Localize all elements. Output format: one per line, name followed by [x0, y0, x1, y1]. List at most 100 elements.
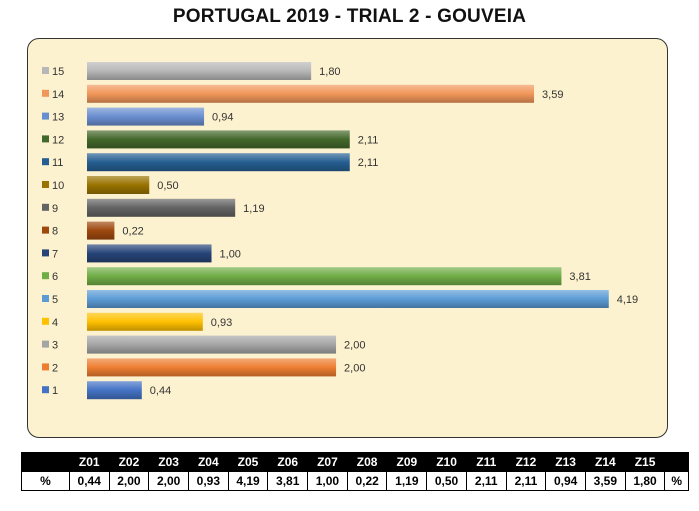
value-cell: 3,59 [585, 471, 626, 491]
bar-12 [87, 130, 350, 149]
value-cell: 4,19 [227, 471, 269, 491]
category-label-11: 11 [52, 157, 63, 169]
category-label-4: 4 [52, 317, 58, 329]
legend-swatch-11 [42, 158, 49, 166]
category-label-8: 8 [52, 226, 58, 238]
bar-14 [87, 84, 535, 103]
bar-4 [87, 312, 203, 331]
category-label-15: 15 [52, 66, 64, 78]
chart-panel: 1 0,44 2 2,00 3 2,00 4 0,93 5 4,19 6 3,81 7 1,00 8 0,22… [27, 38, 668, 438]
bar-13 [87, 107, 205, 126]
category-label-2: 2 [52, 362, 58, 374]
col-header-z09: Z09 [386, 452, 428, 472]
col-header-z06: Z06 [267, 452, 309, 472]
bar-2 [87, 358, 337, 377]
bar-chart: 1 0,44 2 2,00 3 2,00 4 0,93 5 4,19 6 3,81 7 1,00 8 0,22… [42, 62, 638, 400]
col-header-z07: Z07 [307, 452, 348, 472]
col-header-z01: Z01 [68, 452, 110, 472]
value-cell: 2,11 [505, 471, 547, 491]
bar-11 [87, 153, 350, 172]
bar-6 [87, 267, 562, 286]
legend-swatch-12 [42, 135, 49, 143]
category-label-1: 1 [52, 385, 58, 397]
category-label-12: 12 [52, 134, 64, 146]
col-header-z08: Z08 [346, 452, 388, 472]
bar-10 [87, 176, 150, 194]
category-label-5: 5 [52, 294, 58, 306]
bar-15 [87, 62, 312, 80]
value-cell: 3,81 [267, 471, 309, 491]
value-label-12: 2,11 [358, 134, 379, 146]
value-label-9: 1,19 [243, 203, 264, 215]
unit-cell: % [21, 471, 70, 491]
legend-swatch-7 [42, 249, 49, 257]
value-cell: 2,00 [148, 471, 189, 491]
value-label-10: 0,50 [157, 180, 178, 192]
bar-8 [87, 221, 115, 240]
bar-1 [87, 381, 142, 400]
category-label-13: 13 [52, 112, 64, 124]
col-header-blank [664, 452, 689, 472]
value-label-7: 1,00 [220, 248, 241, 260]
legend-swatch-8 [42, 226, 49, 234]
col-header-z03: Z03 [148, 452, 189, 472]
category-label-6: 6 [52, 271, 58, 283]
bar-5 [87, 290, 609, 308]
legend-swatch-3 [42, 340, 49, 348]
value-cell: 1,00 [307, 471, 348, 491]
col-header-blank [21, 452, 70, 472]
value-cell: 0,93 [187, 471, 229, 491]
col-header-z10: Z10 [426, 452, 467, 472]
table-header-row: Z01 Z02 Z03 Z04 Z05 Z06 Z07 Z08 Z09 Z10 Z11 Z12 Z13 Z… [21, 452, 689, 472]
col-header-z12: Z12 [505, 452, 547, 472]
value-label-6: 3,81 [569, 271, 590, 283]
bar-7 [87, 244, 212, 263]
value-label-1: 0,44 [150, 385, 171, 397]
value-label-3: 2,00 [344, 340, 365, 352]
category-label-14: 14 [52, 89, 64, 101]
legend-swatch-4 [42, 317, 49, 325]
value-label-11: 2,11 [358, 157, 379, 169]
bar-9 [87, 198, 236, 217]
legend-swatch-2 [42, 363, 49, 371]
values-table: Z01 Z02 Z03 Z04 Z05 Z06 Z07 Z08 Z09 Z10 Z11 Z12 Z13 Z… [21, 452, 689, 491]
value-cell: 2,00 [108, 471, 150, 491]
value-label-5: 4,19 [617, 294, 638, 306]
col-header-z02: Z02 [108, 452, 150, 472]
value-cell: 0,50 [426, 471, 467, 491]
chart-title: PORTUGAL 2019 - TRIAL 2 - GOUVEIA [172, 6, 527, 27]
legend-swatch-15 [42, 67, 49, 74]
bar-3 [87, 335, 337, 354]
value-label-8: 0,22 [122, 226, 143, 238]
legend-swatch-14 [42, 89, 49, 97]
category-label-7: 7 [52, 248, 58, 260]
category-label-10: 10 [52, 180, 64, 192]
category-label-9: 9 [52, 203, 58, 215]
value-cell: 0,22 [346, 471, 388, 491]
value-cell: 0,94 [545, 471, 586, 491]
col-header-z15: Z15 [624, 452, 666, 472]
col-header-z14: Z14 [585, 452, 626, 472]
col-header-z11: Z11 [465, 452, 507, 472]
legend-swatch-13 [42, 112, 49, 120]
value-cell: 2,11 [465, 471, 507, 491]
value-label-15: 1,80 [319, 66, 340, 78]
category-label-3: 3 [52, 340, 58, 352]
col-header-z04: Z04 [187, 452, 229, 472]
table-values-row: % 0,44 2,00 2,00 0,93 4,19 3,81 1,00 0,22 1,19 0,5… [21, 471, 689, 491]
value-label-4: 0,93 [211, 317, 232, 329]
value-cell: 1,19 [386, 471, 428, 491]
col-header-z05: Z05 [227, 452, 269, 472]
legend-swatch-5 [42, 295, 49, 302]
value-cell: 0,44 [68, 471, 110, 491]
value-label-2: 2,00 [344, 362, 365, 374]
values-table-wrap: Z01 Z02 Z03 Z04 Z05 Z06 Z07 Z08 Z09 Z10 Z11 Z12 Z13 Z… [21, 452, 689, 491]
col-header-z13: Z13 [545, 452, 586, 472]
legend-swatch-10 [42, 181, 49, 188]
value-cell: 1,80 [624, 471, 666, 491]
legend-swatch-1 [42, 386, 49, 394]
legend-swatch-6 [42, 272, 49, 280]
value-label-13: 0,94 [212, 112, 233, 124]
value-label-14: 3,59 [542, 89, 563, 101]
unit-cell: % [664, 471, 689, 491]
